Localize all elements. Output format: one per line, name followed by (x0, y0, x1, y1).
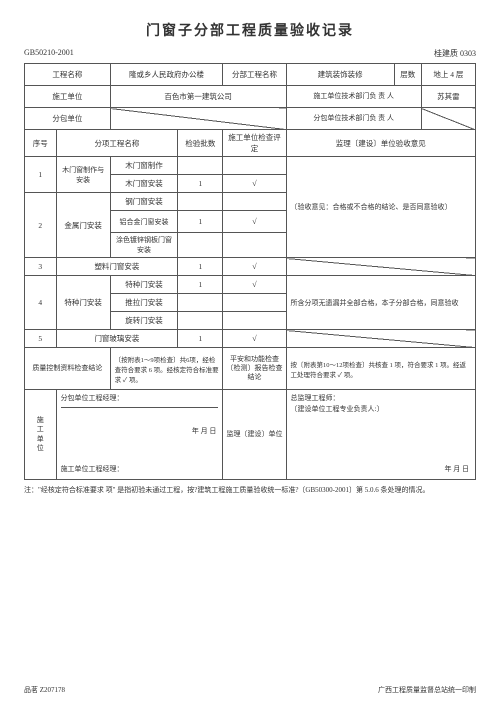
batch-3: 1 (178, 258, 223, 276)
eval-4a: √ (223, 276, 286, 294)
cat-2: 金属门安装 (56, 193, 110, 258)
item-2c: 涂色镀锌钢板门窗安装 (110, 233, 178, 258)
eval-2b: √ (223, 211, 286, 233)
item-2a: 钢门窗安装 (110, 193, 178, 211)
batch-4a: 1 (178, 276, 223, 294)
con-pm: 施工单位工程经理： (61, 464, 124, 475)
seq-1: 1 (25, 157, 57, 193)
inspect-text: 按〔附表第10～12项检查〕共核查 1 项，符合要求 1 项。经返工处理符合要求… (286, 348, 475, 390)
item-4c: 旋转门安装 (110, 312, 178, 330)
sup-eng: 总监理工程师： (291, 393, 471, 404)
seq-2: 2 (25, 193, 57, 258)
item-2b: 铝合金门窗安装 (110, 211, 178, 233)
opinion-1: 〔验收意见：合格或不合格的结论、是否同意验收〕 (286, 157, 475, 258)
eval-3: √ (223, 258, 286, 276)
label-sub-tech: 分包单位技术部门负 责 人 (286, 108, 421, 130)
diag-cell-5 (286, 330, 475, 348)
sig-constructor: 分包单位工程经理： 年 月 日 施工单位工程经理： (56, 390, 223, 480)
eval-1b: √ (223, 175, 286, 193)
val-floors: 地上 4 层 (421, 64, 475, 86)
eval-5: √ (223, 330, 286, 348)
label-subpart: 分部工程名称 (223, 64, 286, 86)
page-title: 门窗子分部工程质量验收记录 (24, 20, 476, 40)
label-constructor: 施工单位 (25, 86, 111, 108)
item-4b: 推拉门安装 (110, 294, 178, 312)
footer-left: 品茗 Z207178 (24, 685, 65, 695)
footer-row: 品茗 Z207178 广西工程质量监督总站统一印制 (24, 685, 476, 695)
qc-label: 质量控制资料检查结论 (25, 348, 111, 390)
diag-cell-1 (110, 108, 286, 130)
val-tech-person: 苏其雷 (421, 86, 475, 108)
sig-supervisor: 总监理工程师： 〔建设单位工程专业负责人:〕 年 月 日 (286, 390, 475, 480)
con-unit-label: 施工单位 (25, 390, 57, 480)
code-right: 桂建质 0303 (434, 48, 476, 59)
footer-right: 广西工程质量监督总站统一印制 (378, 685, 476, 695)
cat-1: 木门窗制作与安装 (56, 157, 110, 193)
batch-2b: 1 (178, 211, 223, 233)
item-5: 门窗玻璃安装 (56, 330, 178, 348)
label-tech-dept: 施工单位技术部门负 责 人 (286, 86, 421, 108)
main-table: 工程名称 隆或乡人民政府办公楼 分部工程名称 建筑装饰装修 层数 地上 4 层 … (24, 63, 476, 480)
val-project-name: 隆或乡人民政府办公楼 (110, 64, 223, 86)
sup-owner: 〔建设单位工程专业负责人:〕 (291, 404, 471, 415)
label-subcontractor: 分包单位 (25, 108, 111, 130)
val-subpart: 建筑装饰装修 (286, 64, 394, 86)
opinion-4: 所含分项无遗漏并全部合格，本子分部合格，同意验收 (286, 276, 475, 330)
seq-4: 4 (25, 276, 57, 330)
footer-note: 注："经核定符合标准要求 项" 是指初验未通过工程，按?建筑工程施工质量验收统一… (24, 486, 476, 496)
col-item: 分项工程名称 (56, 130, 178, 157)
diag-cell-2 (421, 108, 475, 130)
col-eval: 施工单位检查评定 (223, 130, 286, 157)
item-4a: 特种门安装 (110, 276, 178, 294)
label-floors: 层数 (394, 64, 421, 86)
col-opinion: 监理〔建设〕单位验收意见 (286, 130, 475, 157)
code-left: GB50210-2001 (24, 48, 74, 59)
qc-text: 〔按附表1～9项检查〕共6项，经检查符合要求 6 项。经核定符合标准要求 ✓ 项… (110, 348, 223, 390)
date-2: 年 月 日 (445, 464, 470, 475)
safety-label: 平安和功能检查〔检测〕报告检查结论 (223, 348, 286, 390)
item-1b: 木门窗安装 (110, 175, 178, 193)
col-batch: 检验批数 (178, 130, 223, 157)
batch-1b: 1 (178, 175, 223, 193)
col-seq: 序号 (25, 130, 57, 157)
batch-5: 1 (178, 330, 223, 348)
pm-label: 分包单位工程经理： (61, 393, 219, 408)
header-codes: GB50210-2001 桂建质 0303 (24, 48, 476, 59)
date-1: 年 月 日 (192, 426, 217, 437)
item-1a: 木门窗制作 (110, 157, 178, 175)
cat-4: 特种门安装 (56, 276, 110, 330)
seq-5: 5 (25, 330, 57, 348)
diag-cell-3 (286, 258, 475, 276)
seq-3: 3 (25, 258, 57, 276)
item-3: 塑料门窗安装 (56, 258, 178, 276)
label-project-name: 工程名称 (25, 64, 111, 86)
val-constructor: 百色市第一建筑公司 (110, 86, 286, 108)
sup-unit-label: 监理〔建设〕单位 (223, 390, 286, 480)
